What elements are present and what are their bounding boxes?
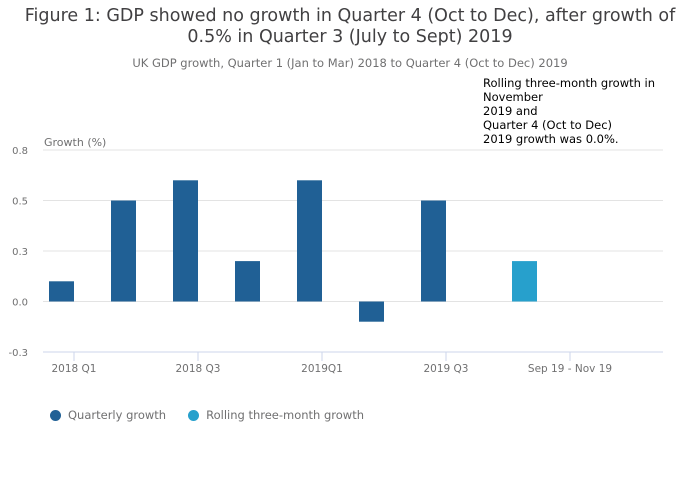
y-tick-label: 0.8	[12, 146, 28, 157]
y-axis-label: Growth (%)	[44, 136, 106, 149]
chart-title: Figure 1: GDP showed no growth in Quarte…	[0, 6, 700, 48]
legend: Quarterly growth Rolling three-month gro…	[50, 408, 364, 422]
chart-subtitle: UK GDP growth, Quarter 1 (Jan to Mar) 20…	[132, 56, 568, 70]
bar-quarterly	[359, 301, 384, 322]
tooltip-line: Quarter 4 (Oct to Dec)	[483, 118, 613, 132]
bar-quarterly	[297, 180, 322, 302]
bar-quarterly	[49, 281, 74, 302]
bar-quarterly	[173, 180, 198, 302]
x-tick-label: 2019Q1	[301, 363, 343, 375]
tooltip-line: 2019 growth was 0.0%.	[483, 132, 619, 146]
x-tick-label: Sep 19 - Nov 19	[528, 363, 612, 375]
x-tick-label: 2019 Q3	[423, 363, 468, 375]
y-tick-label: 0.0	[12, 298, 28, 309]
y-tick-label: 0.3	[12, 247, 28, 258]
x-tick-label: 2018 Q3	[175, 363, 220, 375]
legend-item-rolling[interactable]: Rolling three-month growth	[188, 408, 364, 422]
tooltip: Rolling three-month growth in November 2…	[483, 76, 683, 146]
title-line-1: Figure 1: GDP showed no growth in Quarte…	[24, 6, 676, 26]
legend-label: Quarterly growth	[68, 408, 167, 422]
y-tick-label: -0.3	[8, 348, 28, 359]
bar-quarterly	[235, 261, 260, 302]
bar-quarterly	[111, 200, 136, 302]
title-line-2: 0.5% in Quarter 3 (July to Sept) 2019	[187, 27, 513, 47]
legend-label: Rolling three-month growth	[206, 408, 365, 422]
legend-item-quarterly[interactable]: Quarterly growth	[50, 408, 166, 422]
y-tick-label: 0.5	[12, 197, 28, 208]
tooltip-line: 2019 and	[483, 104, 538, 118]
x-tick-label: 2018 Q1	[51, 363, 96, 375]
bar-chart: Growth (%) 0.8 0.5 0.3 0.0 -0.3 2018 Q1 2018 Q3…	[8, 136, 663, 375]
bar-quarterly	[421, 200, 446, 302]
legend-dot-icon	[188, 409, 200, 421]
tooltip-line: November	[483, 90, 543, 104]
legend-dot-icon	[50, 409, 61, 421]
tooltip-line: Rolling three-month growth in	[483, 76, 656, 90]
bar-rolling	[512, 261, 537, 302]
